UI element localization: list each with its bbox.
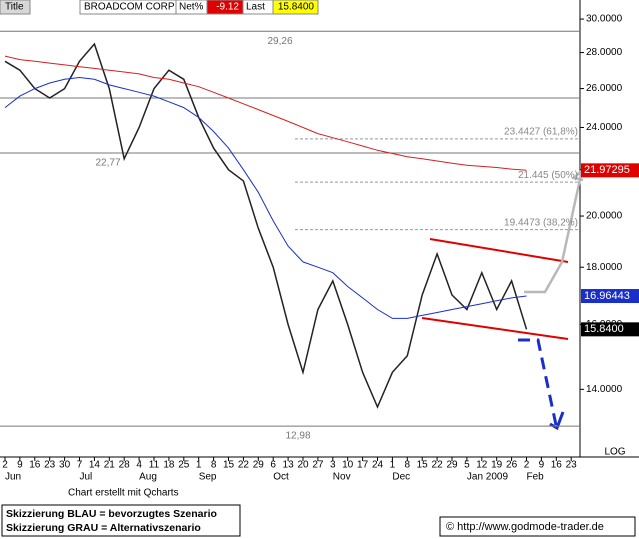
- channel-top: [429, 238, 569, 263]
- x-tick-label: 28: [119, 460, 131, 471]
- level-label: 12,98: [285, 431, 310, 442]
- header-name: BROADCOM CORP: [84, 2, 175, 13]
- x-tick-label: 6: [270, 460, 276, 471]
- level-label: 29,26: [267, 36, 292, 47]
- x-tick-label: 15: [417, 460, 429, 471]
- x-tick-label: 14: [89, 460, 101, 471]
- y-tick-label: 14.0000: [586, 384, 623, 395]
- channel-bottom: [421, 317, 569, 340]
- x-tick-label: 24: [372, 460, 384, 471]
- header-net-label: Net%: [179, 2, 204, 13]
- price-tag-label: 15.8400: [584, 323, 624, 335]
- scale-label: LOG: [604, 447, 625, 458]
- x-tick-label: 11: [149, 460, 160, 471]
- price-tag: [581, 289, 639, 304]
- source: © http://www.godmode-trader.de: [446, 521, 604, 533]
- x-tick-label: 8: [211, 460, 217, 471]
- legend-gray: Skizzierung GRAU = Alternativszenario: [6, 522, 201, 534]
- x-tick-label: 15: [223, 460, 235, 471]
- price-tag: [581, 322, 639, 337]
- month-label: Oct: [273, 472, 289, 483]
- x-tick-label: 5: [464, 460, 470, 471]
- x-tick-label: 16: [551, 460, 563, 471]
- header-last-label: Last: [246, 2, 265, 13]
- price-tag-label: 16.96443: [584, 290, 630, 302]
- level-label: 22,77: [95, 158, 120, 169]
- x-tick-label: 7: [77, 460, 83, 471]
- x-tick-label: 1: [196, 460, 202, 471]
- header-last: 15.8400: [278, 2, 315, 13]
- x-tick-label: 19: [491, 460, 503, 471]
- header-net: -9.12: [216, 2, 239, 13]
- month-label: Jun: [5, 472, 21, 483]
- x-tick-label: 16: [29, 460, 41, 471]
- x-tick-label: 29: [446, 460, 458, 471]
- x-tick-label: 2: [524, 460, 530, 471]
- y-tick-label: 28.0000: [586, 47, 623, 58]
- legend-box: [1, 504, 241, 537]
- fib-label: 21.445 (50%): [518, 170, 578, 181]
- price-tag: [581, 163, 639, 178]
- x-tick-label: 23: [566, 460, 578, 471]
- x-tick-label: 22: [432, 460, 444, 471]
- fib-label: 19.4473 (38,2%): [504, 217, 578, 228]
- source-box: [439, 516, 636, 537]
- x-tick-label: 18: [163, 460, 175, 471]
- x-tick-label: 17: [357, 460, 369, 471]
- gray-scenario: [524, 169, 584, 294]
- month-label: Jan 2009: [467, 472, 509, 483]
- x-tick-label: 27: [312, 460, 324, 471]
- x-tick-label: 13: [283, 460, 295, 471]
- blue-scenario: [518, 338, 558, 426]
- x-tick-label: 3: [330, 460, 336, 471]
- x-tick-label: 21: [104, 460, 116, 471]
- price-tag-label: 21.97295: [584, 164, 630, 176]
- x-tick-label: 4: [136, 460, 142, 471]
- month-label: Jul: [80, 472, 93, 483]
- x-tick-label: 9: [17, 460, 23, 471]
- price-line: [4, 55, 527, 171]
- x-tick-label: 30: [59, 460, 71, 471]
- month-label: Dec: [392, 472, 410, 483]
- month-label: Sep: [199, 472, 217, 483]
- x-tick-label: 10: [342, 460, 354, 471]
- x-tick-label: 2: [2, 460, 8, 471]
- x-tick-label: 20: [297, 460, 309, 471]
- fib-label: 23.4427 (61,8%): [504, 127, 578, 138]
- x-tick-label: 12: [476, 460, 488, 471]
- gray-arrowhead: [571, 169, 584, 182]
- x-tick-label: 23: [44, 460, 56, 471]
- header-title: Title: [5, 2, 24, 13]
- x-tick-label: 22: [238, 460, 250, 471]
- y-tick-label: 18.0000: [586, 262, 623, 273]
- y-tick-label: 24.0000: [586, 122, 623, 133]
- credit: Chart erstellt mit Qcharts: [68, 488, 179, 499]
- x-tick-label: 8: [405, 460, 411, 471]
- y-tick-label: 30.0000: [586, 14, 623, 25]
- x-tick-label: 29: [253, 460, 265, 471]
- x-tick-label: 9: [539, 460, 545, 471]
- price-line: [4, 42, 528, 409]
- y-tick-label: 26.0000: [586, 83, 623, 94]
- x-tick-label: 1: [390, 460, 396, 471]
- legend-blue: Skizzierung BLAU = bevorzugtes Szenario: [6, 508, 217, 520]
- x-tick-label: 25: [178, 460, 190, 471]
- y-tick-label: 20.0000: [586, 211, 623, 222]
- month-label: Aug: [139, 472, 157, 483]
- header-cell: [0, 0, 31, 15]
- price-line: [4, 76, 527, 319]
- blue-arrowhead: [549, 411, 565, 431]
- header-cell: [272, 0, 319, 15]
- month-label: Feb: [527, 472, 545, 483]
- x-tick-label: 26: [506, 460, 518, 471]
- month-label: Nov: [333, 472, 351, 483]
